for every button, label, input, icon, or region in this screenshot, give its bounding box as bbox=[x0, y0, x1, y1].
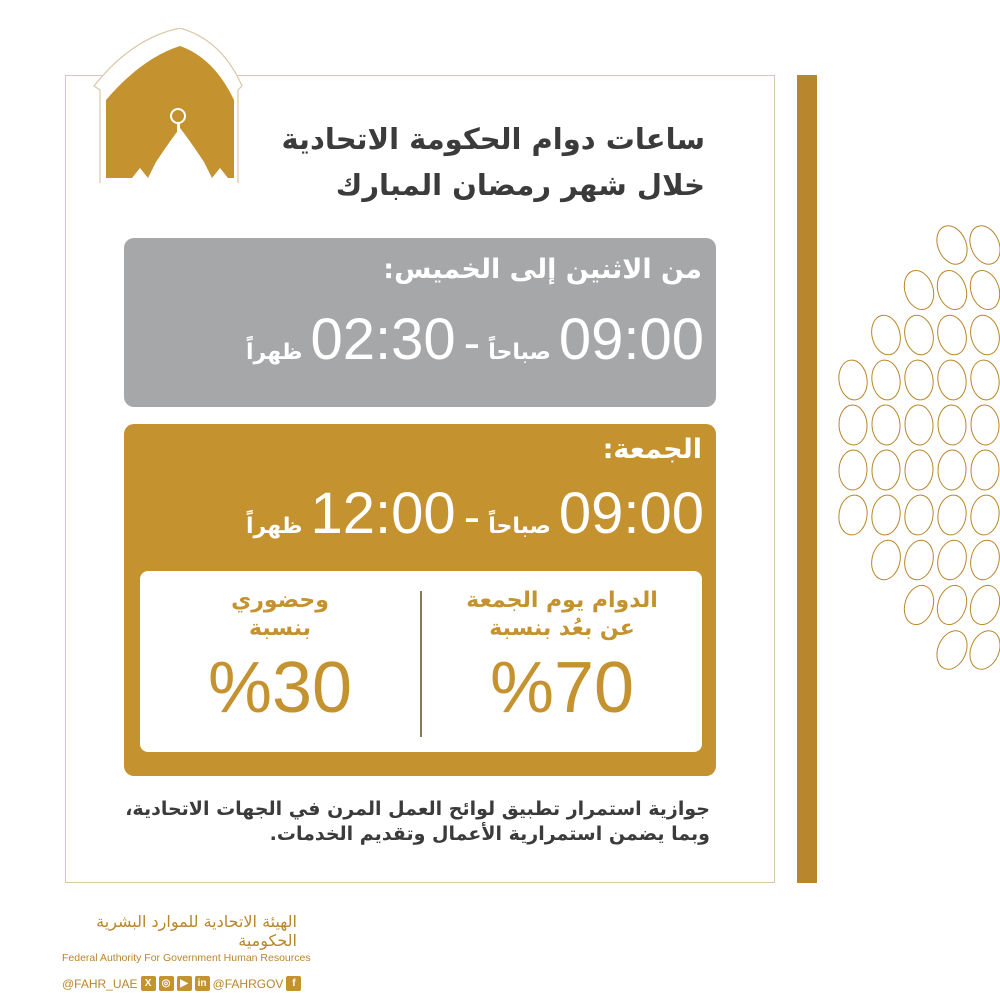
globe-cell bbox=[871, 494, 901, 536]
globe-cell bbox=[936, 584, 968, 626]
globe-cell bbox=[970, 314, 1000, 356]
note-line-1: جوازية استمرار تطبيق لوائح العمل المرن ف… bbox=[125, 798, 710, 820]
divider bbox=[420, 591, 422, 737]
globe-cell bbox=[970, 449, 1000, 491]
remote-text-2: عن بعُد بنسبة bbox=[489, 616, 635, 641]
youtube-icon[interactable]: ▶ bbox=[176, 976, 192, 991]
globe-cell bbox=[936, 225, 968, 265]
globe-cell bbox=[838, 404, 868, 446]
globe-cell bbox=[996, 671, 1000, 719]
globe-cell bbox=[904, 539, 934, 581]
globe-cell bbox=[838, 494, 868, 536]
globe-cell bbox=[937, 404, 967, 446]
dash: - bbox=[463, 490, 481, 544]
weekdays-hours: 09:00 صباحاً - 02:30 ظهراً bbox=[246, 306, 704, 373]
globe-cell bbox=[904, 494, 934, 536]
note: جوازية استمرار تطبيق لوائح العمل المرن ف… bbox=[125, 797, 710, 847]
linkedin-icon[interactable]: in bbox=[194, 976, 210, 991]
globe-cell bbox=[871, 359, 901, 401]
weekdays-box: من الاثنين إلى الخميس: 09:00 صباحاً - 02… bbox=[124, 238, 716, 407]
friday-split-panel: الدوام يوم الجمعة عن بعُد بنسبة %70 وحضو… bbox=[140, 571, 702, 752]
end-time: 12:00 bbox=[310, 481, 456, 546]
globe-cell bbox=[903, 584, 935, 626]
globe-cell bbox=[903, 269, 935, 311]
globe-cell bbox=[936, 630, 968, 670]
globe-cell bbox=[937, 494, 967, 536]
globe-cell bbox=[969, 225, 1000, 265]
social-row: @FAHR_UAE X ◎ ▶ in @FAHRGOV f bbox=[62, 976, 311, 991]
start-time: 09:00 bbox=[558, 307, 704, 372]
globe-cell bbox=[871, 449, 901, 491]
globe-cell bbox=[904, 314, 934, 356]
globe-cell bbox=[970, 404, 1000, 446]
globe-cell bbox=[871, 314, 901, 356]
globe-cell bbox=[904, 449, 934, 491]
globe-cell bbox=[970, 494, 1000, 536]
onsite-text-2: بنسبة bbox=[249, 616, 311, 641]
globe-pattern-icon bbox=[838, 180, 1000, 719]
content-frame bbox=[65, 75, 775, 883]
globe-cell bbox=[969, 584, 1000, 626]
globe-cell bbox=[969, 269, 1000, 311]
onsite-column: وحضوري بنسبة %30 bbox=[150, 587, 410, 729]
org-name-ar: الهيئة الاتحادية للموارد البشرية الحكومي… bbox=[96, 912, 297, 950]
onsite-text-1: وحضوري bbox=[231, 588, 329, 613]
friday-box: الجمعة: 09:00 صباحاً - 12:00 ظهراً الدوا… bbox=[124, 424, 716, 776]
onsite-percent: %30 bbox=[207, 648, 353, 728]
note-line-2: وبما يضمن استمرارية الأعمال وتقديم الخدم… bbox=[269, 823, 710, 845]
x-icon[interactable]: X bbox=[140, 976, 156, 991]
friday-hours: 09:00 صباحاً - 12:00 ظهراً bbox=[246, 480, 704, 547]
remote-column: الدوام يوم الجمعة عن بعُد بنسبة %70 bbox=[432, 587, 692, 729]
remote-text-1: الدوام يوم الجمعة bbox=[466, 588, 658, 613]
start-suffix: صباحاً bbox=[488, 340, 551, 365]
globe-cell bbox=[838, 359, 868, 401]
friday-label: الجمعة: bbox=[602, 434, 702, 465]
globe-cell bbox=[936, 269, 968, 311]
instagram-icon[interactable]: ◎ bbox=[158, 976, 174, 991]
dash: - bbox=[463, 316, 481, 370]
globe-cell bbox=[969, 630, 1000, 670]
mosque-arch-icon bbox=[93, 28, 243, 183]
footer: الهيئة الاتحادية للموارد البشرية الحكومي… bbox=[62, 912, 311, 991]
org-name-en: Federal Authority For Government Human R… bbox=[62, 952, 311, 964]
start-suffix: صباحاً bbox=[488, 514, 551, 539]
end-time: 02:30 bbox=[310, 307, 456, 372]
globe-cell bbox=[937, 359, 967, 401]
globe-cell bbox=[871, 404, 901, 446]
start-time: 09:00 bbox=[558, 481, 704, 546]
weekdays-label: من الاثنين إلى الخميس: bbox=[383, 254, 702, 285]
globe-cell bbox=[904, 404, 934, 446]
globe-cell bbox=[838, 449, 868, 491]
title-line-1: ساعات دوام الحكومة الاتحادية bbox=[281, 122, 705, 156]
handle-fahrgov[interactable]: @FAHRGOV bbox=[212, 976, 284, 991]
globe-cell bbox=[970, 359, 1000, 401]
globe-cell bbox=[937, 449, 967, 491]
title-line-2: خلال شهر رمضان المبارك bbox=[335, 168, 705, 202]
globe-cell bbox=[871, 539, 901, 581]
globe-cell bbox=[996, 180, 1000, 224]
globe-cell bbox=[970, 539, 1000, 581]
end-suffix: ظهراً bbox=[245, 514, 303, 539]
globe-cell bbox=[937, 314, 967, 356]
globe-cell bbox=[937, 539, 967, 581]
remote-percent: %70 bbox=[489, 648, 635, 728]
handle-fahr-uae[interactable]: @FAHR_UAE bbox=[62, 976, 138, 991]
facebook-icon[interactable]: f bbox=[286, 976, 302, 991]
gold-vertical-bar bbox=[797, 75, 817, 883]
globe-cell bbox=[904, 359, 934, 401]
end-suffix: ظهراً bbox=[245, 340, 303, 365]
